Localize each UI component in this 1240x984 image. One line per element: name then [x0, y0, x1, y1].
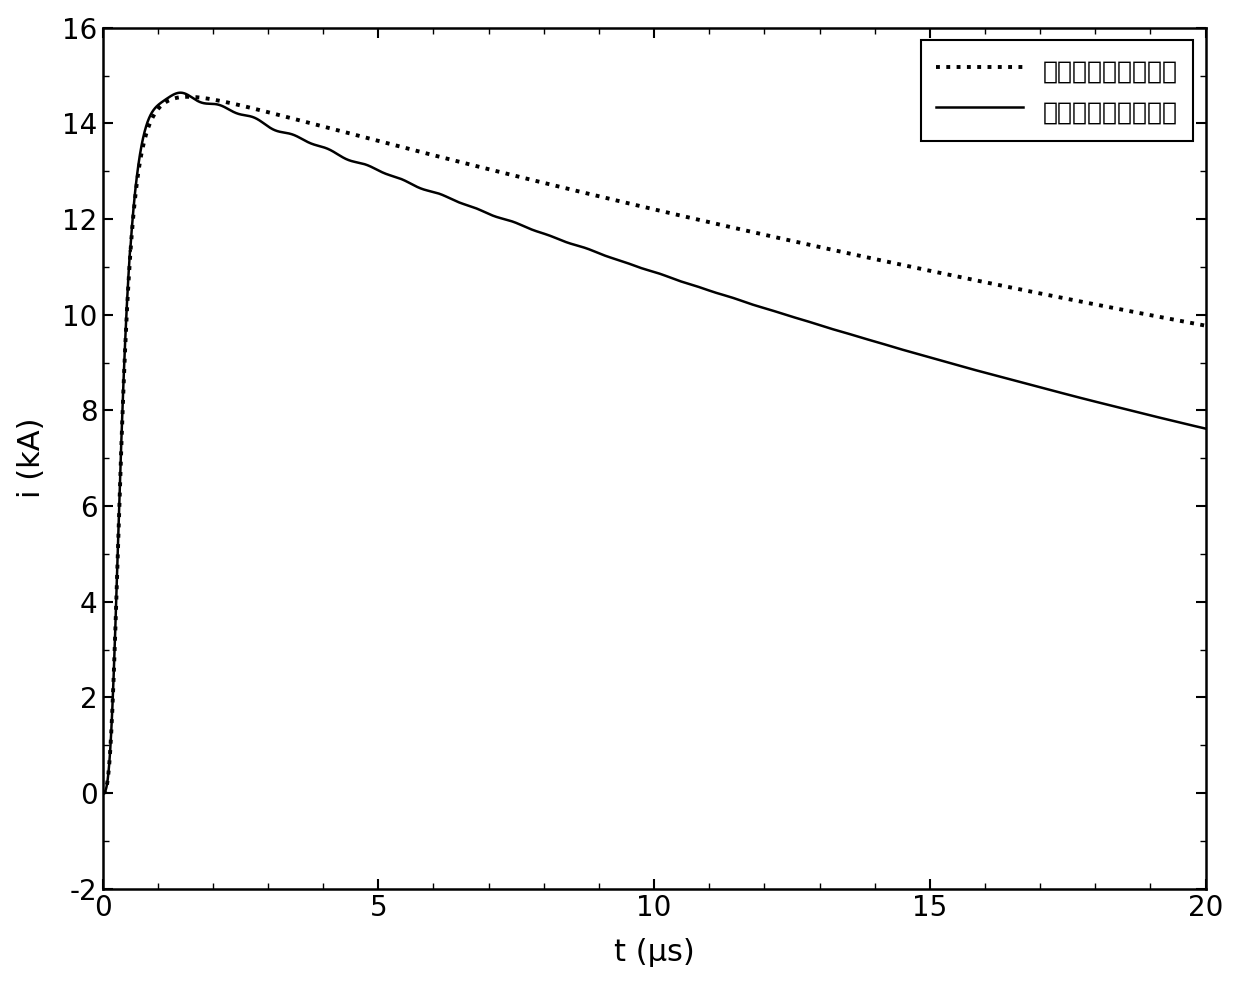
- Y-axis label: i (kA): i (kA): [16, 418, 46, 499]
- 实测得到的基底电流: [1140, 408, 1154, 420]
- 实测得到的基底电流: [1198, 423, 1213, 435]
- 实测得到的基底电流: [100, 774, 115, 786]
- 计算得到的基底电流: [180, 91, 195, 102]
- 实测得到的基底电流: [161, 92, 176, 103]
- 计算得到的基底电流: [1140, 309, 1154, 321]
- 实测得到的基底电流: [174, 87, 188, 98]
- Line: 实测得到的基底电流: 实测得到的基底电流: [103, 92, 1205, 793]
- 计算得到的基底电流: [95, 787, 110, 799]
- 计算得到的基底电流: [161, 94, 176, 106]
- 计算得到的基底电流: [141, 122, 156, 134]
- 实测得到的基底电流: [311, 140, 326, 152]
- 实测得到的基底电流: [95, 787, 110, 799]
- 计算得到的基底电流: [311, 119, 326, 131]
- 计算得到的基底电流: [100, 775, 115, 787]
- X-axis label: t (μs): t (μs): [614, 939, 694, 967]
- Legend: 计算得到的基底电流, 实测得到的基底电流: 计算得到的基底电流, 实测得到的基底电流: [920, 40, 1193, 141]
- Line: 计算得到的基底电流: 计算得到的基底电流: [103, 96, 1205, 793]
- 计算得到的基底电流: [635, 201, 650, 213]
- 计算得到的基底电流: [1198, 320, 1213, 332]
- 实测得到的基底电流: [635, 263, 650, 275]
- 实测得到的基底电流: [141, 114, 156, 126]
